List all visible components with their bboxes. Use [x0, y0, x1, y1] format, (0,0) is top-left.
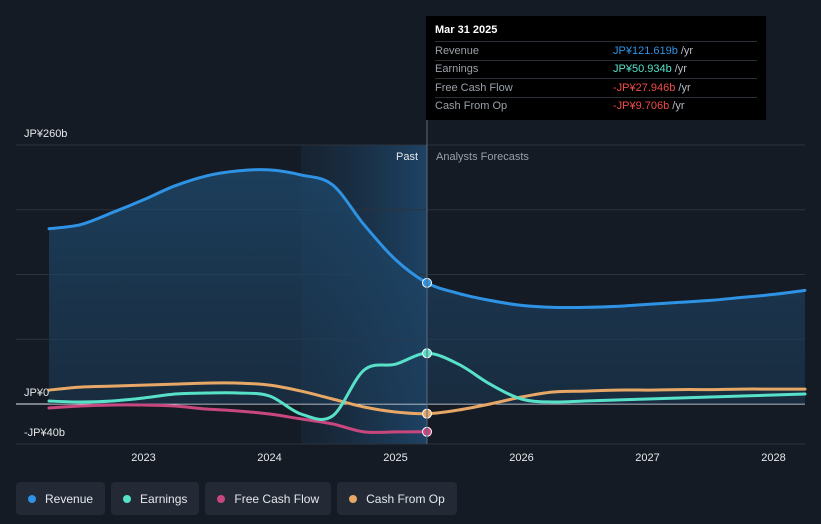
- data-tooltip: Mar 31 2025 Revenue JP¥121.619b /yr Earn…: [426, 16, 766, 120]
- legend-item-revenue[interactable]: Revenue: [16, 482, 106, 515]
- tooltip-unit: /yr: [680, 44, 694, 57]
- x-tick-label: 2027: [635, 452, 659, 464]
- tooltip-label: Free Cash Flow: [435, 81, 513, 94]
- tooltip-label: Earnings: [435, 63, 479, 76]
- y-axis-label: -JP¥40b: [24, 427, 65, 439]
- chart-legend: Revenue Earnings Free Cash Flow Cash Fro…: [16, 482, 457, 515]
- tooltip-value: JP¥50.934b: [613, 63, 672, 76]
- y-axis-label: JP¥0: [24, 387, 49, 399]
- tooltip-value: -JP¥27.946b: [613, 81, 676, 94]
- x-tick-label: 2023: [131, 452, 155, 464]
- tooltip-row-earnings: Earnings JP¥50.934b /yr: [435, 59, 757, 79]
- forecast-label: Analysts Forecasts: [436, 151, 529, 163]
- cash-from-op-dot-icon: [349, 494, 358, 503]
- legend-item-cash-from-op[interactable]: Cash From Op: [337, 482, 457, 515]
- tooltip-row-cash-from-op: Cash From Op -JP¥9.706b /yr: [435, 96, 757, 116]
- earnings-dot-icon: [123, 494, 132, 503]
- x-tick-label: 2025: [383, 452, 407, 464]
- legend-label: Free Cash Flow: [234, 491, 320, 506]
- legend-item-earnings[interactable]: Earnings: [111, 482, 200, 515]
- x-tick-label: 2028: [761, 452, 785, 464]
- legend-label: Revenue: [45, 491, 94, 506]
- tooltip-row-revenue: Revenue JP¥121.619b /yr: [435, 41, 757, 60]
- x-tick-label: 2024: [257, 452, 281, 464]
- tooltip-unit: /yr: [674, 63, 687, 76]
- past-label: Past: [396, 151, 418, 163]
- x-tick-label: 2026: [509, 452, 533, 464]
- free-cash-flow-dot-icon: [217, 494, 226, 503]
- tooltip-label: Revenue: [435, 44, 480, 57]
- tooltip-date: Mar 31 2025: [435, 24, 498, 36]
- chart-area: JP¥260b JP¥0 -JP¥40b Past Analysts Forecasts…: [16, 16, 807, 464]
- legend-item-free-cash-flow[interactable]: Free Cash Flow: [205, 482, 332, 515]
- legend-label: Cash From Op: [366, 491, 445, 506]
- tooltip-row-free-cash-flow: Free Cash Flow -JP¥27.946b /yr: [435, 78, 757, 97]
- tooltip-value: JP¥121.619b: [613, 44, 678, 57]
- legend-label: Earnings: [140, 491, 188, 506]
- tooltip-value: -JP¥9.706b: [613, 100, 670, 113]
- tooltip-unit: /yr: [672, 100, 685, 113]
- tooltip-label: Cash From Op: [435, 100, 508, 113]
- y-axis-label: JP¥260b: [24, 128, 67, 140]
- free-cash-flow-line: [47, 403, 429, 434]
- tooltip-unit: /yr: [678, 81, 691, 94]
- revenue-dot-icon: [28, 494, 36, 503]
